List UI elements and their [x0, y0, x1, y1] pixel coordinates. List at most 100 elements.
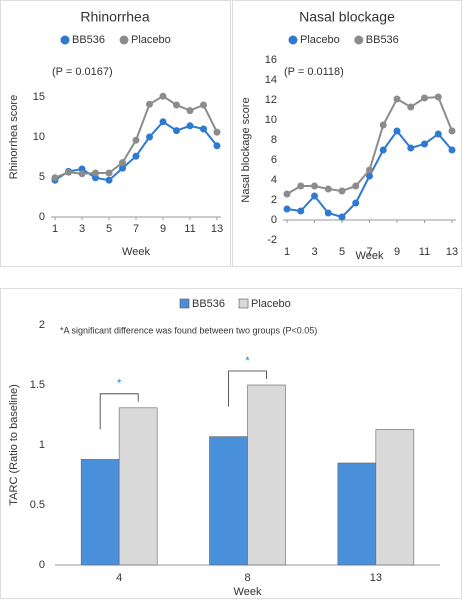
- y-axis-label: TARC (Ratio to baseline): [8, 384, 20, 505]
- y-tick-label: 1.5: [30, 379, 45, 391]
- panel-border: [0, 288, 462, 599]
- legend-label: BB536: [72, 34, 105, 46]
- point: [352, 182, 360, 190]
- point: [159, 92, 167, 100]
- y-tick-label: 0.5: [30, 499, 45, 511]
- point: [186, 122, 194, 130]
- point: [311, 182, 318, 190]
- point: [379, 121, 387, 129]
- x-tick-label: 1: [52, 223, 58, 235]
- legend-marker: [354, 35, 364, 45]
- legend-label: Placebo: [131, 34, 171, 46]
- point: [324, 209, 332, 217]
- note: *A significant difference was found betw…: [60, 325, 317, 335]
- point: [146, 133, 153, 141]
- point: [421, 94, 428, 102]
- legend-label: BB536: [366, 34, 399, 46]
- legend-marker: [60, 35, 70, 45]
- x-tick-label: 4: [116, 572, 122, 584]
- chart-title: Nasal blockage: [299, 9, 395, 25]
- point: [213, 142, 221, 150]
- bar: [247, 384, 286, 566]
- point: [159, 118, 167, 126]
- y-tick-label: 15: [33, 91, 45, 103]
- bar: [209, 436, 248, 566]
- point: [421, 140, 428, 148]
- point: [119, 164, 126, 172]
- point: [146, 100, 153, 108]
- point: [379, 146, 387, 154]
- legend-marker: [288, 35, 298, 45]
- point: [78, 165, 86, 173]
- point: [434, 130, 442, 138]
- x-tick-label: 3: [311, 246, 317, 258]
- x-tick-label: 7: [133, 223, 139, 235]
- y-tick-label: 10: [265, 114, 277, 126]
- y-tick-label: 0: [271, 214, 277, 226]
- panel-border: [232, 0, 462, 267]
- point: [200, 125, 207, 133]
- point: [213, 128, 221, 136]
- point: [78, 170, 86, 178]
- y-tick-label: 4: [271, 174, 277, 186]
- x-tick-label: 3: [79, 223, 85, 235]
- point: [448, 146, 456, 154]
- y-tick-label: 1: [39, 439, 45, 451]
- point: [105, 176, 113, 184]
- legend-marker: [179, 298, 190, 309]
- point: [366, 166, 373, 174]
- significance-bracket: [99, 393, 139, 430]
- significance-label: *: [245, 355, 250, 367]
- legend-label: BB536: [192, 298, 225, 310]
- bar: [337, 462, 377, 566]
- chart-title: Rhinorrhea: [80, 9, 149, 25]
- series-line: [54, 120, 218, 182]
- bar: [80, 459, 120, 566]
- panel-border: [0, 0, 231, 267]
- point: [92, 174, 99, 182]
- point: [297, 207, 305, 215]
- legend-marker: [238, 298, 249, 309]
- x-axis-label: Week: [234, 586, 262, 598]
- legend-marker: [119, 35, 129, 45]
- y-tick-label: 0: [39, 559, 45, 571]
- point: [338, 213, 346, 221]
- point: [200, 101, 207, 109]
- point: [283, 190, 291, 198]
- y-tick-label: -2: [267, 234, 277, 246]
- point: [366, 172, 373, 180]
- significance-bracket: [228, 370, 267, 407]
- point: [105, 169, 113, 177]
- point: [173, 127, 180, 135]
- y-tick-label: 14: [265, 74, 277, 86]
- point: [311, 192, 318, 200]
- point: [324, 185, 332, 193]
- point: [132, 136, 140, 144]
- x-tick-label: 13: [370, 572, 382, 584]
- y-tick-label: 12: [265, 94, 277, 106]
- y-tick-label: 10: [33, 131, 45, 143]
- point: [352, 199, 360, 207]
- x-tick-label: 11: [184, 223, 195, 235]
- point: [448, 127, 456, 135]
- x-axis-label: Week: [122, 246, 150, 258]
- point: [407, 103, 415, 111]
- annotation: (P = 0.0118): [284, 66, 344, 78]
- y-tick-label: 8: [271, 134, 277, 146]
- point: [51, 174, 59, 182]
- point: [297, 182, 305, 190]
- bar: [118, 407, 158, 566]
- point: [338, 187, 346, 195]
- x-tick-label: 8: [244, 572, 250, 584]
- legend-label: Placebo: [300, 34, 340, 46]
- y-tick-label: 5: [39, 171, 45, 183]
- x-tick-label: 5: [106, 223, 112, 235]
- x-tick-label: 9: [394, 246, 400, 258]
- x-tick-label: 13: [446, 246, 458, 258]
- x-tick-label: 1: [284, 246, 290, 258]
- point: [65, 168, 72, 176]
- y-tick-label: 16: [265, 54, 277, 66]
- significance-label: *: [117, 378, 122, 390]
- point: [283, 205, 291, 213]
